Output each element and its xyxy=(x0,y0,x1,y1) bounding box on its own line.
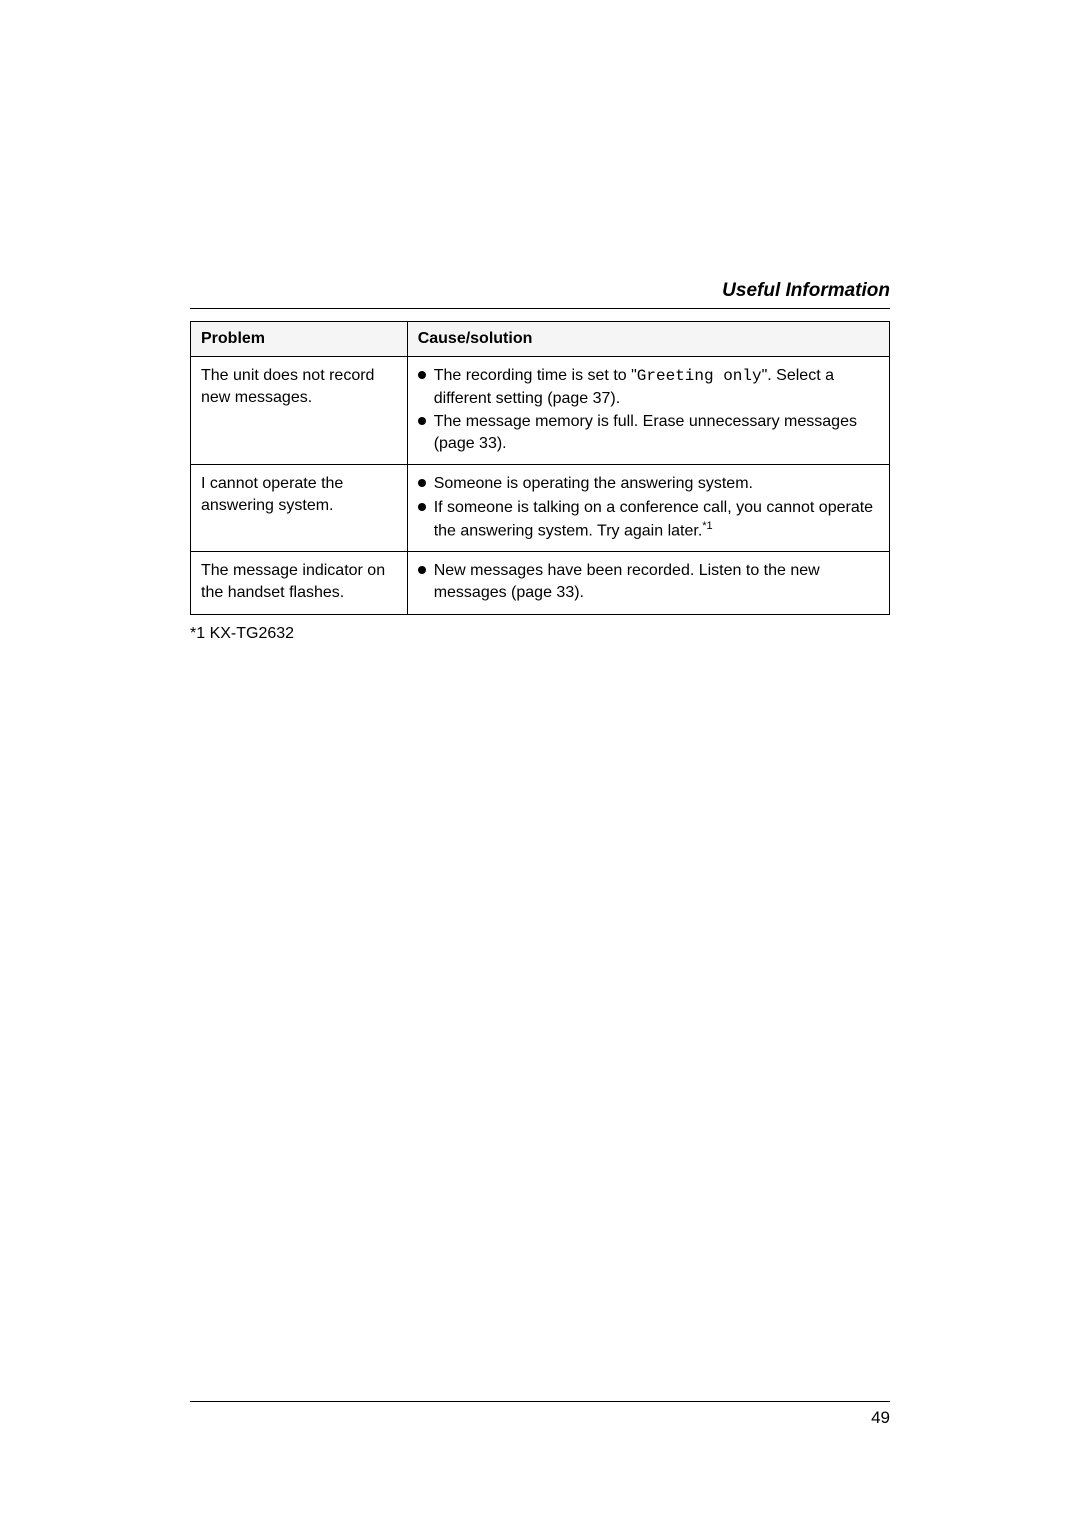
page-footer: 49 xyxy=(190,1401,890,1428)
table-body: The unit does not record new messages. T… xyxy=(191,357,890,615)
solution-cell: New messages have been recorded. Listen … xyxy=(407,552,889,614)
solution-cell: The recording time is set to "Greeting o… xyxy=(407,357,889,465)
solution-cell: Someone is operating the answering syste… xyxy=(407,465,889,552)
section-header: Useful Information xyxy=(190,280,890,309)
solution-list: Someone is operating the answering syste… xyxy=(418,473,879,541)
problem-cell: The message indicator on the handset fla… xyxy=(191,552,408,614)
col-header-solution: Cause/solution xyxy=(407,322,889,357)
footnote: *1 KX-TG2632 xyxy=(190,625,890,643)
solution-item: If someone is talking on a conference ca… xyxy=(418,497,879,542)
problem-cell: I cannot operate the answering system. xyxy=(191,465,408,552)
troubleshooting-table: Problem Cause/solution The unit does not… xyxy=(190,321,890,615)
solution-item: The recording time is set to "Greeting o… xyxy=(418,365,879,409)
solution-list: The recording time is set to "Greeting o… xyxy=(418,365,879,454)
page-number: 49 xyxy=(871,1408,890,1427)
problem-cell: The unit does not record new messages. xyxy=(191,357,408,465)
col-header-problem: Problem xyxy=(191,322,408,357)
table-row: The unit does not record new messages. T… xyxy=(191,357,890,465)
solution-item: Someone is operating the answering syste… xyxy=(418,473,879,495)
table-row: I cannot operate the answering system. S… xyxy=(191,465,890,552)
table-row: The message indicator on the handset fla… xyxy=(191,552,890,614)
solution-item: New messages have been recorded. Listen … xyxy=(418,560,879,603)
solution-list: New messages have been recorded. Listen … xyxy=(418,560,879,603)
solution-item: The message memory is full. Erase unnece… xyxy=(418,411,879,454)
